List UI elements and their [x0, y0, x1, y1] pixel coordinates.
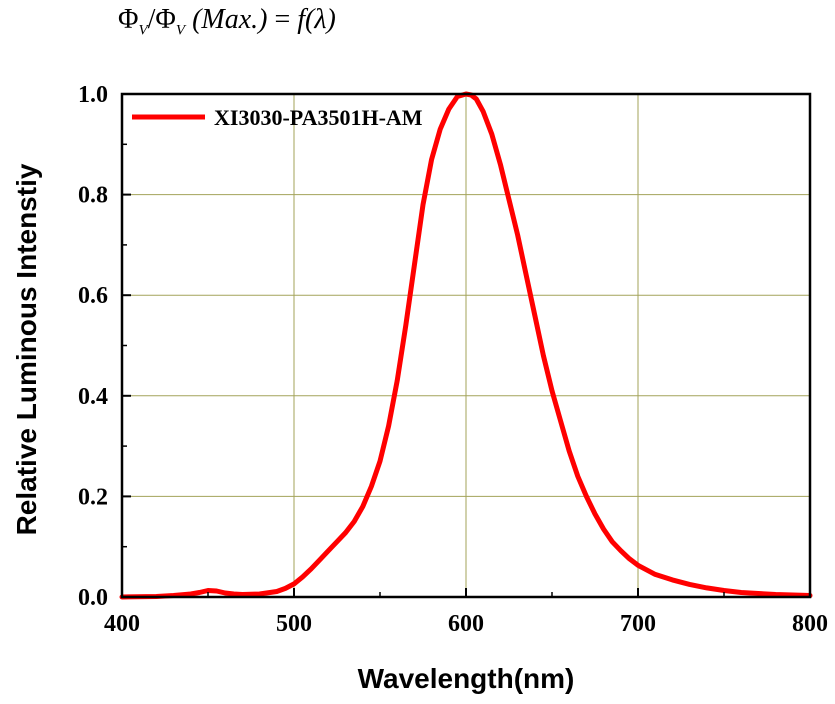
- x-tick-label: 800: [792, 611, 828, 637]
- grid: [122, 94, 810, 597]
- series-line: [119, 91, 813, 600]
- x-axis-label: Wavelength(nm): [358, 663, 575, 694]
- formula-title: ΦV/ΦV (Max.) = f(λ): [118, 4, 336, 40]
- legend: XI3030-PA3501H-AM: [132, 105, 423, 130]
- x-tick-label: 400: [104, 611, 140, 637]
- x-tick-label: 700: [620, 611, 656, 637]
- y-tick-label: 0.8: [78, 183, 108, 209]
- y-axis-label: Relative Luminous Intenstiy: [11, 163, 42, 535]
- lambda-arg: (λ): [305, 4, 336, 35]
- max-text: (Max.): [192, 4, 268, 35]
- series-layer: [119, 91, 813, 600]
- equals-sign: =: [267, 4, 298, 35]
- function-f: f: [297, 4, 306, 35]
- y-tick-label: 0.0: [78, 585, 108, 611]
- x-tick-label: 500: [276, 611, 312, 637]
- legend-label: XI3030-PA3501H-AM: [214, 105, 423, 130]
- y-tick-label: 1.0: [78, 82, 108, 108]
- subscript-v-2: V: [175, 22, 186, 39]
- y-tick-label: 0.6: [78, 283, 108, 309]
- phi-symbol: Φ: [118, 4, 139, 35]
- y-tick-label: 0.4: [78, 384, 108, 410]
- x-tick-label: 600: [448, 611, 484, 637]
- phi-symbol-2: Φ: [155, 4, 176, 35]
- ticks: 400 500 600 700 800 0.0 0.2 0.4 0.6 0.8 1.0: [78, 82, 828, 637]
- y-tick-label: 0.2: [78, 484, 108, 510]
- subscript-v: V: [138, 22, 148, 39]
- slash: /: [147, 4, 156, 35]
